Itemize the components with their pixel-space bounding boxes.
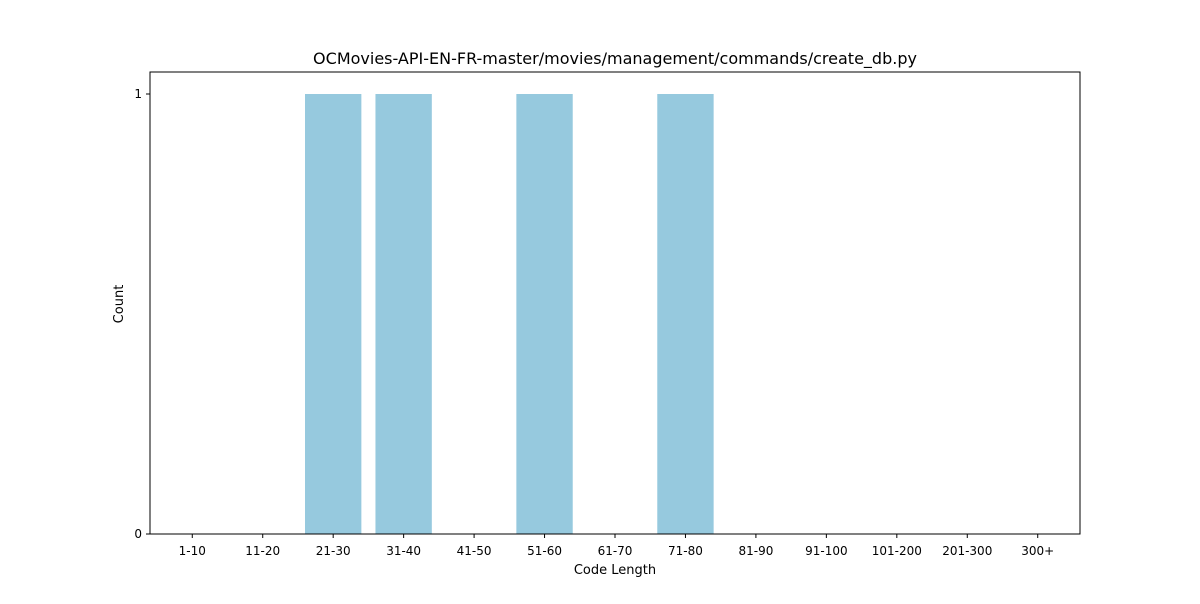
x-tick-label: 51-60 <box>527 544 562 558</box>
x-tick-label: 201-300 <box>942 544 992 558</box>
x-axis-label: Code Length <box>574 563 656 578</box>
x-tick-label: 300+ <box>1021 544 1054 558</box>
x-tick-label: 21-30 <box>316 544 351 558</box>
y-tick-label: 1 <box>134 87 142 101</box>
bar-71-80 <box>657 94 714 534</box>
y-axis-label: Count <box>112 285 127 324</box>
x-tick-label: 31-40 <box>386 544 421 558</box>
y-tick-label: 0 <box>134 527 142 541</box>
x-tick-label: 71-80 <box>668 544 703 558</box>
plot-frame <box>149 71 1081 535</box>
x-tick-label: 91-100 <box>805 544 848 558</box>
x-tick-label: 41-50 <box>457 544 492 558</box>
ticks-layer: 1-10 11-20 21-30 31-40 41-50 51-60 61-70 71-80 8… <box>134 87 1054 558</box>
x-tick-label: 101-200 <box>872 544 922 558</box>
x-tick-label: 1-10 <box>179 544 206 558</box>
x-tick-label: 11-20 <box>245 544 280 558</box>
x-tick-label: 61-70 <box>598 544 633 558</box>
bar-21-30 <box>305 94 362 534</box>
bars-layer <box>305 94 714 534</box>
bar-51-60 <box>516 94 573 534</box>
chart-title: OCMovies-API-EN-FR-master/movies/managem… <box>313 49 917 69</box>
bar-31-40 <box>375 94 432 534</box>
x-tick-label: 81-90 <box>738 544 773 558</box>
